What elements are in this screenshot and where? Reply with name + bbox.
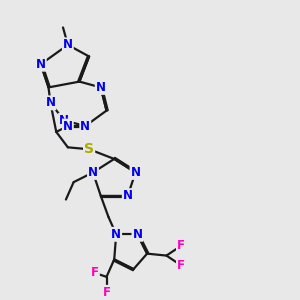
Text: N: N <box>123 189 133 202</box>
Text: N: N <box>88 166 98 179</box>
Text: N: N <box>111 228 121 241</box>
Text: N: N <box>63 120 73 133</box>
Text: N: N <box>130 166 140 179</box>
Text: N: N <box>36 58 46 71</box>
Text: N: N <box>132 228 142 241</box>
Text: N: N <box>45 96 56 110</box>
Text: N: N <box>59 114 69 127</box>
Text: N: N <box>63 38 73 51</box>
Text: F: F <box>91 266 99 280</box>
Text: N: N <box>96 81 106 94</box>
Text: F: F <box>103 286 110 299</box>
Text: N: N <box>80 120 90 133</box>
Text: S: S <box>84 142 94 156</box>
Text: F: F <box>177 259 185 272</box>
Text: F: F <box>177 239 185 252</box>
